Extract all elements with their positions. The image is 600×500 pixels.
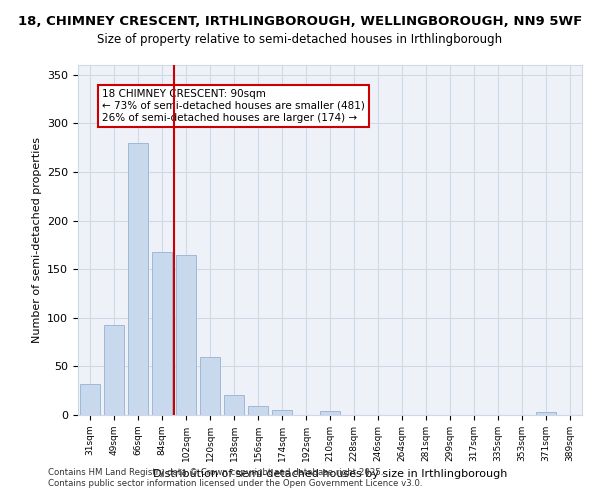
Y-axis label: Number of semi-detached properties: Number of semi-detached properties	[32, 137, 41, 343]
Text: Contains HM Land Registry data © Crown copyright and database right 2025.
Contai: Contains HM Land Registry data © Crown c…	[48, 468, 422, 487]
Text: 18, CHIMNEY CRESCENT, IRTHLINGBOROUGH, WELLINGBOROUGH, NN9 5WF: 18, CHIMNEY CRESCENT, IRTHLINGBOROUGH, W…	[18, 15, 582, 28]
Bar	[248, 406, 268, 415]
Bar	[128, 143, 148, 415]
Bar	[80, 384, 100, 415]
Bar	[224, 394, 244, 415]
Bar	[152, 252, 172, 415]
Bar	[536, 412, 556, 415]
Bar	[320, 411, 340, 415]
Bar	[272, 410, 292, 415]
Bar	[176, 254, 196, 415]
Bar	[104, 324, 124, 415]
Text: Size of property relative to semi-detached houses in Irthlingborough: Size of property relative to semi-detach…	[97, 32, 503, 46]
Bar	[200, 356, 220, 415]
X-axis label: Distribution of semi-detached houses by size in Irthlingborough: Distribution of semi-detached houses by …	[153, 470, 507, 480]
Text: 18 CHIMNEY CRESCENT: 90sqm
← 73% of semi-detached houses are smaller (481)
26% o: 18 CHIMNEY CRESCENT: 90sqm ← 73% of semi…	[102, 90, 365, 122]
